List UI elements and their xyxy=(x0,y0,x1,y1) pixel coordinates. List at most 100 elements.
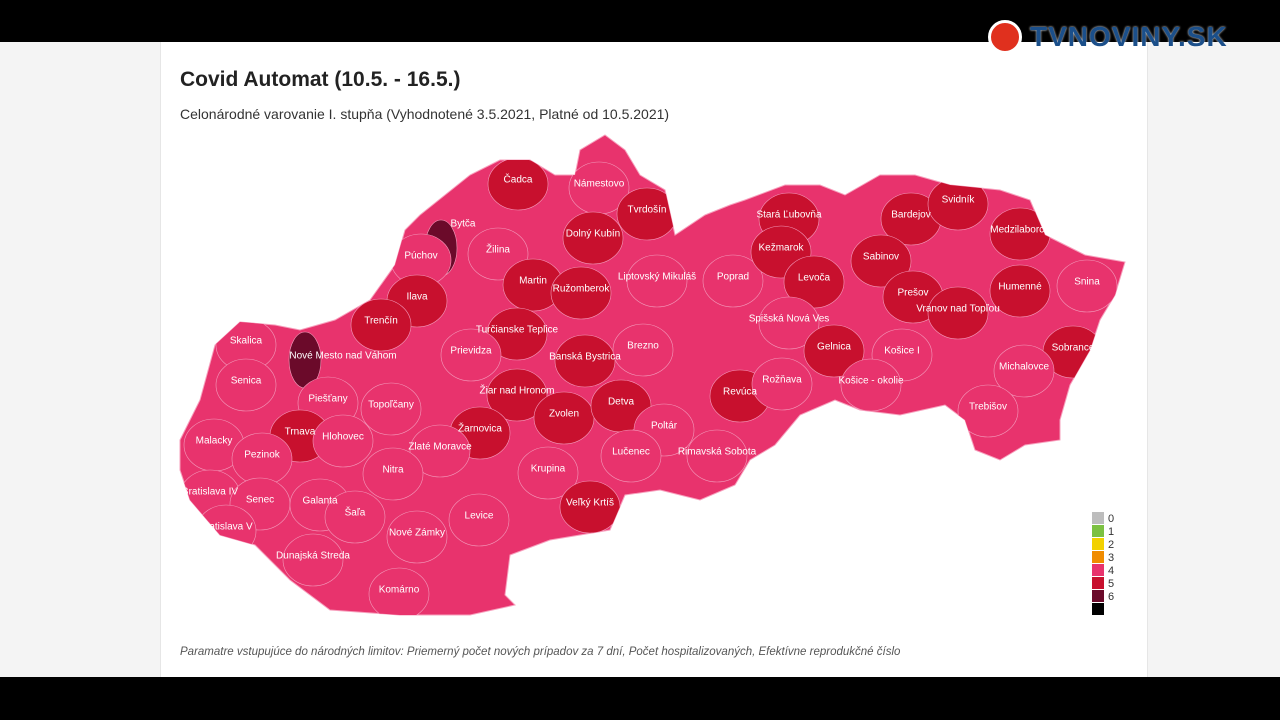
district-fill xyxy=(550,266,612,320)
legend-label: 5 xyxy=(1108,578,1114,590)
map-title: Covid Automat (10.5. - 16.5.) xyxy=(180,68,461,91)
district-label: Senica xyxy=(231,376,262,387)
district-label: Bratislava V xyxy=(199,522,253,533)
district-fill xyxy=(368,567,430,615)
legend-label: 6 xyxy=(1108,591,1114,603)
district-label: Nové Mesto nad Váhom xyxy=(289,351,396,362)
letterbox-bottom xyxy=(0,677,1280,720)
district-fill xyxy=(840,358,902,412)
district-fill xyxy=(686,429,748,483)
district-fill xyxy=(1056,259,1118,313)
district-label: Liptovský Mikuláš xyxy=(618,272,696,283)
legend-swatch xyxy=(1092,551,1104,563)
logo-icon xyxy=(988,20,1022,54)
legend-label: 0 xyxy=(1108,513,1114,525)
district-fill xyxy=(517,446,579,500)
district-label: Rožňava xyxy=(762,375,802,386)
district-label: Košice - okolie xyxy=(838,376,903,387)
district-label: Žiar nad Hronom xyxy=(479,384,554,397)
legend-swatch xyxy=(1092,590,1104,602)
district-fill xyxy=(362,447,424,501)
district-fill xyxy=(612,323,674,377)
district-label: Žilina xyxy=(486,243,510,256)
district-label: Banská Bystrica xyxy=(549,352,621,363)
district-fill xyxy=(215,358,277,412)
district-fill xyxy=(554,334,616,388)
legend-label: 1 xyxy=(1108,526,1114,538)
district-label: Komárno xyxy=(379,585,420,596)
district-label: Nitra xyxy=(382,465,404,476)
district-label: Hlohovec xyxy=(322,432,364,443)
district-fill xyxy=(927,286,989,340)
district-label: Šaľa xyxy=(345,506,366,519)
district-fill xyxy=(600,429,662,483)
district-label: Humenné xyxy=(998,282,1042,293)
district-label: Malacky xyxy=(196,436,233,447)
district-label: Dunajská Streda xyxy=(276,551,350,562)
district-label: Skalica xyxy=(230,336,263,347)
district-label: Dolný Kubín xyxy=(566,229,620,240)
district-label: Trebišov xyxy=(969,402,1007,413)
district-fill xyxy=(324,490,386,544)
district-label: Ilava xyxy=(406,292,428,303)
district-fill xyxy=(626,254,688,308)
district-fill xyxy=(751,357,813,411)
district-label: Levoča xyxy=(798,273,831,284)
district-label: Bytča xyxy=(450,219,475,230)
legend-swatch xyxy=(1092,577,1104,589)
district-fill xyxy=(989,264,1051,318)
district-fill xyxy=(440,328,502,382)
legend-label: 2 xyxy=(1108,539,1114,551)
district-label: Trnava xyxy=(285,427,316,438)
district-label: Košice I xyxy=(884,346,920,357)
legend-swatch xyxy=(1092,512,1104,524)
district-fill xyxy=(562,211,624,265)
district-label: Piešťany xyxy=(308,394,347,405)
district-fill xyxy=(850,234,912,288)
district-label: Poprad xyxy=(717,272,749,283)
district-fill xyxy=(409,424,471,478)
district-fill xyxy=(386,510,448,564)
district-fills xyxy=(180,157,1118,615)
district-label: Žarnovica xyxy=(458,422,502,435)
district-label: Galanta xyxy=(302,496,337,507)
district-label: Bratislava IV xyxy=(182,487,238,498)
legend-swatch xyxy=(1092,538,1104,550)
district-fill xyxy=(360,382,422,436)
district-label: Spišská Nová Ves xyxy=(749,314,830,325)
district-label: Zlaté Moravce xyxy=(408,442,472,453)
logo-text: TVNOVINY.SK xyxy=(1030,21,1228,52)
district-label: Kežmarok xyxy=(758,243,804,254)
district-label: Veľký Krtíš xyxy=(566,498,614,509)
district-label: Topoľčany xyxy=(368,400,414,411)
district-label: Medzilaborce xyxy=(990,225,1050,236)
district-label: Senec xyxy=(246,495,274,506)
map-subtitle: Celonárodné varovanie I. stupňa (Vyhodno… xyxy=(180,106,670,122)
district-label: Nové Zámky xyxy=(389,528,445,539)
district-label: Poltár xyxy=(651,421,678,432)
footnote: Paramatre vstupujúce do národných limito… xyxy=(180,646,901,658)
legend-swatch xyxy=(1092,564,1104,576)
district-label: Pezinok xyxy=(244,450,281,461)
district-label: Martin xyxy=(519,276,547,287)
district-label: Čadca xyxy=(504,173,533,186)
legend-label: 4 xyxy=(1108,565,1114,577)
district-fill xyxy=(993,344,1055,398)
district-label: Sobrance xyxy=(1052,343,1095,354)
district-label: Turčianske Teplice xyxy=(476,325,559,336)
district-label: Detva xyxy=(608,397,635,408)
logo: TVNOVINY.SK xyxy=(988,20,1228,54)
district-label: Revúca xyxy=(723,387,757,398)
district-label: Brezno xyxy=(627,341,659,352)
district-fill xyxy=(803,324,865,378)
district-label: Levice xyxy=(465,511,494,522)
district-label: Vranov nad Topľou xyxy=(916,304,1000,315)
district-fill xyxy=(282,533,344,587)
district-label: Bardejov xyxy=(891,210,930,221)
letterbox-top xyxy=(0,0,1280,42)
district-label: Sabinov xyxy=(863,252,899,263)
district-fill xyxy=(783,255,845,309)
